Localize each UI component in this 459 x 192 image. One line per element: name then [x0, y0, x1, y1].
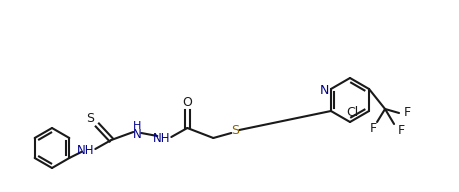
Text: F: F	[397, 124, 404, 137]
Text: NH: NH	[76, 143, 94, 156]
Text: N: N	[133, 127, 141, 141]
Text: NH: NH	[152, 132, 170, 145]
Text: H: H	[133, 121, 141, 131]
Text: O: O	[182, 95, 192, 108]
Text: S: S	[231, 123, 239, 137]
Text: F: F	[403, 107, 410, 119]
Text: F: F	[369, 122, 376, 136]
Text: N: N	[319, 84, 328, 97]
Text: S: S	[86, 113, 94, 126]
Text: Cl: Cl	[345, 105, 358, 118]
